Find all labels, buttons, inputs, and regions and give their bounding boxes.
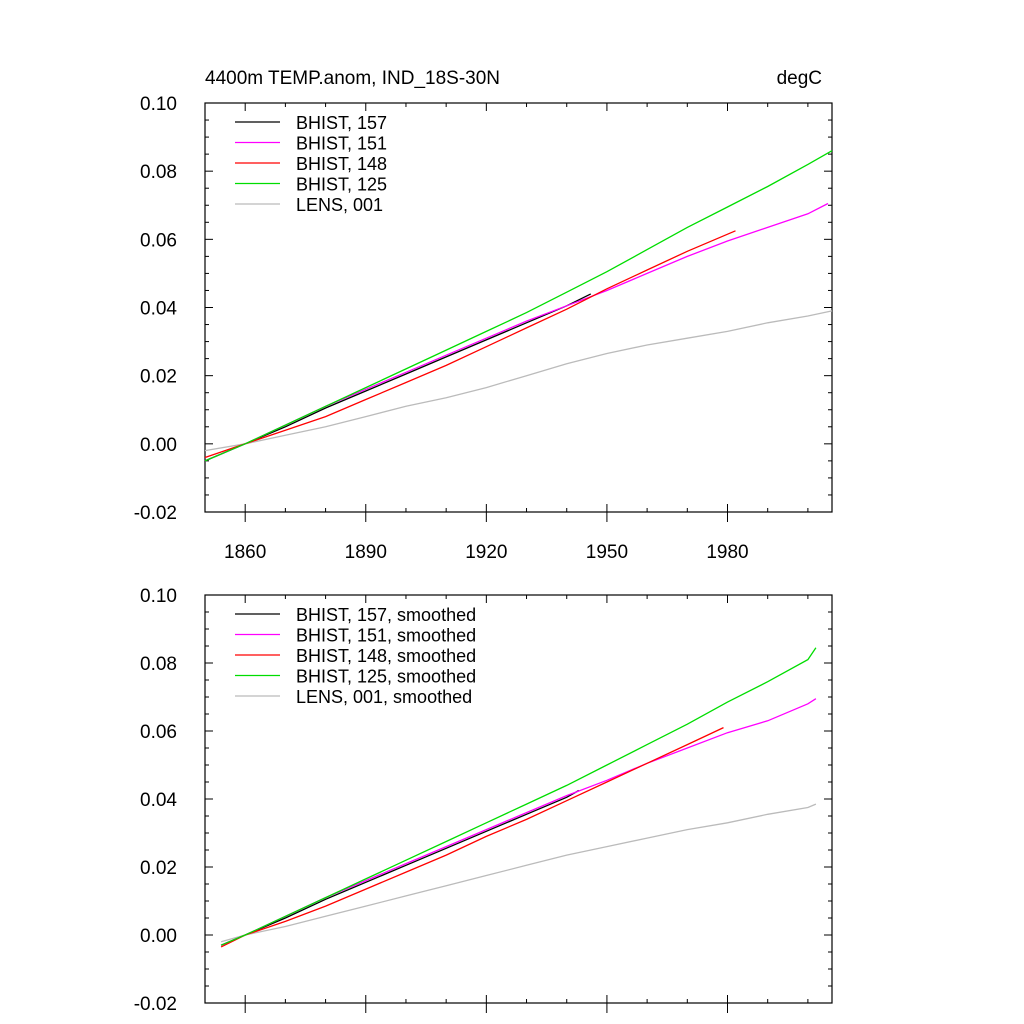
legend-label: BHIST, 151 [296, 134, 387, 154]
series-line [204, 150, 833, 462]
legend-label: BHIST, 157, smoothed [296, 605, 476, 625]
x-tick-label: 1980 [706, 542, 748, 563]
series-line [204, 230, 736, 459]
y-tick-label: 0.00 [140, 926, 177, 947]
series-line [220, 698, 817, 946]
legend-label: LENS, 001, smoothed [296, 687, 472, 707]
legend-label: BHIST, 157 [296, 113, 387, 133]
series-line [220, 727, 724, 948]
y-tick-label: 0.06 [140, 722, 177, 743]
y-tick-label: 0.10 [140, 94, 177, 115]
bottom-panel: -0.02 0.00 0.02 0.04 0.06 0.08 0.10 BHIST, 157,… [134, 586, 833, 1015]
series-line [204, 310, 833, 452]
top-panel: 4400m TEMP.anom, IND_18S-30N degC -0.02 0… [134, 68, 833, 563]
x-tick-label: 1950 [586, 542, 628, 563]
legend-label: BHIST, 148 [296, 154, 387, 174]
x-tick-label: 1860 [224, 542, 266, 563]
legend-label: LENS, 001 [296, 195, 383, 215]
y-tick-label: 0.08 [140, 654, 177, 675]
y-tick-label: -0.02 [134, 994, 177, 1015]
y-tick-label: 0.06 [140, 230, 177, 251]
series-line [220, 789, 580, 946]
y-tick-label: 0.04 [140, 790, 177, 811]
legend-label: BHIST, 148, smoothed [296, 646, 476, 666]
legend-label: BHIST, 125 [296, 175, 387, 195]
series-line [220, 647, 817, 946]
chart-title: 4400m TEMP.anom, IND_18S-30N [205, 68, 500, 89]
legend-label: BHIST, 125, smoothed [296, 667, 476, 687]
y-tick-label: -0.02 [134, 503, 177, 524]
y-tick-label: 0.02 [140, 367, 177, 388]
y-tick-label: 0.08 [140, 162, 177, 183]
series-line [220, 803, 817, 943]
series-line [204, 293, 592, 462]
y-tick-label: 0.10 [140, 586, 177, 607]
legend-label: BHIST, 151, smoothed [296, 626, 476, 646]
y-tick-label: 0.04 [140, 299, 177, 320]
x-tick-label: 1920 [465, 542, 507, 563]
units-label: degC [777, 68, 822, 89]
x-tick-label: 1890 [345, 542, 387, 563]
y-tick-label: 0.00 [140, 435, 177, 456]
y-tick-label: 0.02 [140, 858, 177, 879]
